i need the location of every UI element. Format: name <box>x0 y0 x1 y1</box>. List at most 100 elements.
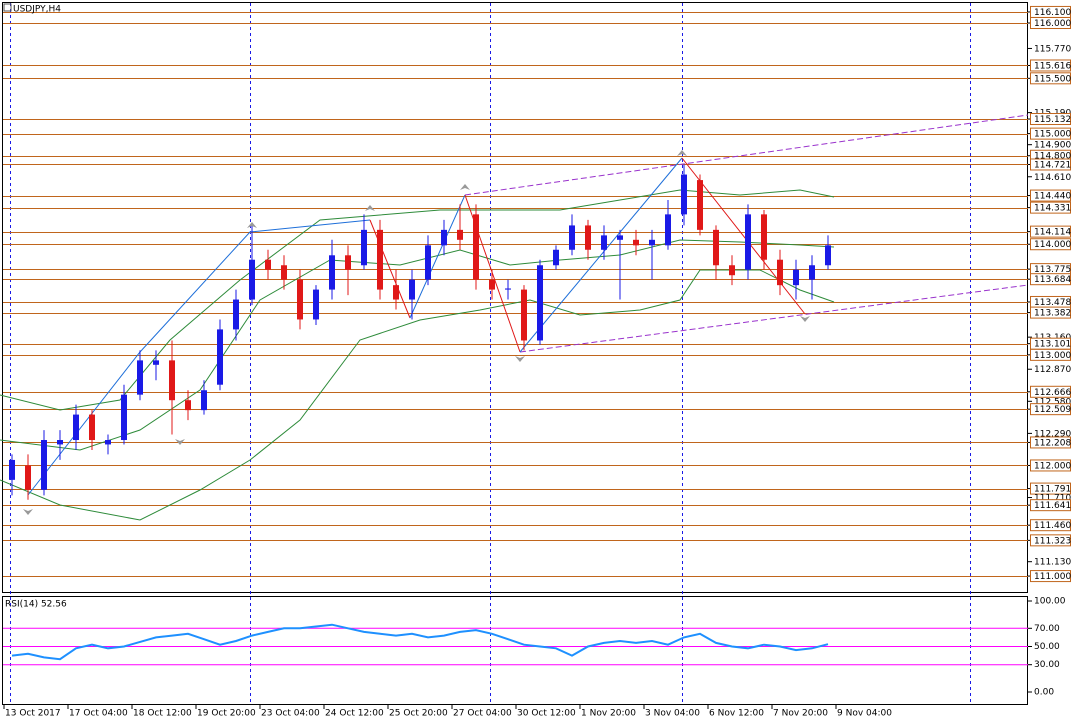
y-tick-label: 114.000 <box>1034 240 1071 250</box>
chart-title: USDJPY,H4 <box>13 5 61 15</box>
candle-body <box>249 259 255 300</box>
y-tick-label: 111.323 <box>1034 536 1071 546</box>
y-tick-label: 112.000 <box>1034 461 1071 471</box>
x-tick-label: 13 Oct 2017 <box>5 709 61 719</box>
main-frame <box>2 2 1028 593</box>
candle-body <box>185 400 191 411</box>
y-tick-label: 111.460 <box>1034 521 1071 531</box>
level-label-box <box>1030 238 1071 251</box>
candle-body <box>297 279 303 320</box>
y-tick-label: 114.900 <box>1034 141 1071 151</box>
candle-body <box>585 225 591 250</box>
candle-body <box>761 214 767 260</box>
y-tick-label: 112.666 <box>1034 388 1071 398</box>
candle-body <box>57 440 63 445</box>
channel-upper <box>464 114 1029 196</box>
time-axis: 13 Oct 2017 17 Oct 04:00 18 Oct 12:00 19 Oc… <box>3 705 892 719</box>
y-tick-label: 112.870 <box>1034 365 1071 375</box>
y-tick-label: 113.684 <box>1034 275 1071 285</box>
y-tick-label: 116.100 <box>1034 8 1071 18</box>
x-tick-label: 25 Oct 20:00 <box>389 709 448 719</box>
candle-body <box>281 265 287 280</box>
candle-body <box>425 245 431 280</box>
x-tick-label: 7 Nov 20:00 <box>773 709 828 719</box>
y-tick-label: 114.331 <box>1034 204 1071 214</box>
rsi-y-tick-label: 100.00 <box>1034 597 1066 607</box>
candle-body <box>361 229 367 266</box>
x-tick-label: 1 Nov 20:00 <box>581 709 636 719</box>
y-tick-label: 114.721 <box>1034 160 1071 170</box>
level-label-box <box>1030 306 1071 319</box>
levels <box>3 12 1028 577</box>
rsi-title: RSI(14) 52.56 <box>5 600 67 610</box>
y-tick-label: 111.641 <box>1034 501 1071 511</box>
candle-body <box>617 235 623 240</box>
candle-body <box>473 214 479 280</box>
rsi-frame <box>2 596 1028 705</box>
x-tick-label: 27 Oct 04:00 <box>453 709 512 719</box>
level-label-box <box>1030 436 1071 449</box>
x-tick-label: 19 Oct 20:00 <box>197 709 256 719</box>
candle-body <box>745 214 751 270</box>
fractal-down <box>515 356 525 362</box>
x-tick-label: 17 Oct 04:00 <box>69 709 128 719</box>
channel-lower <box>519 284 1029 353</box>
level-label-box <box>1030 385 1071 398</box>
candle-body <box>201 390 207 411</box>
y-tick-label: 114.800 <box>1034 152 1071 162</box>
y-tick-label: 113.000 <box>1034 351 1071 361</box>
y-tick-label: 113.775 <box>1034 265 1071 275</box>
x-tick-label: 23 Oct 04:00 <box>261 709 320 719</box>
y-tick-label: 113.382 <box>1034 309 1071 319</box>
level-label-box <box>1030 273 1071 286</box>
y-tick-label: 114.440 <box>1034 192 1071 202</box>
candle-body <box>793 269 799 286</box>
level-label-box <box>1030 225 1071 238</box>
x-tick-label: 18 Oct 12:00 <box>133 709 192 719</box>
level-label-box <box>1030 113 1071 126</box>
fractal-down <box>175 439 185 445</box>
candle-body <box>809 265 815 280</box>
fractal-up <box>460 184 470 190</box>
candle-body <box>25 465 31 490</box>
zigzag-up <box>27 219 371 496</box>
rsi-line <box>11 623 829 661</box>
candle-body <box>825 245 831 266</box>
x-tick-label: 6 Nov 12:00 <box>709 709 764 719</box>
y-tick-label: 111.710 <box>1034 494 1071 504</box>
fractal-up <box>365 205 375 211</box>
x-tick-label: 30 Oct 12:00 <box>517 709 576 719</box>
candle-body <box>217 329 223 385</box>
candle-body <box>569 225 575 250</box>
candle-body <box>601 235 607 250</box>
y-tick-label: 115.616 <box>1034 61 1071 71</box>
y-tick-label: 111.000 <box>1034 572 1071 582</box>
y-tick-label: 112.509 <box>1034 405 1071 415</box>
fractals <box>23 150 810 515</box>
rsi-y-tick-label: 0.00 <box>1034 687 1054 697</box>
level-label-box <box>1030 403 1071 416</box>
level-label-box <box>1030 17 1071 30</box>
candle-body <box>265 259 271 270</box>
rsi-y-tick-label: 70.00 <box>1034 624 1060 634</box>
candle-body <box>457 229 463 240</box>
candle-body <box>681 174 687 215</box>
channel <box>464 114 1029 353</box>
candle-body <box>777 259 783 286</box>
rsi-y-tick-label: 50.00 <box>1034 642 1060 652</box>
candles <box>9 164 831 500</box>
candle-body <box>9 459 15 480</box>
y-tick-label: 115.000 <box>1034 130 1071 140</box>
zigzag-up <box>519 157 683 353</box>
y-tick-label: 111.130 <box>1034 558 1071 568</box>
level-label-box <box>1030 127 1071 140</box>
fractal-down <box>23 509 33 515</box>
fractal-up <box>677 150 687 156</box>
candle-body <box>137 360 143 395</box>
candle-body <box>409 279 415 300</box>
candle-body <box>665 214 671 246</box>
candle-body <box>41 440 47 490</box>
level-label-box <box>1030 158 1071 171</box>
